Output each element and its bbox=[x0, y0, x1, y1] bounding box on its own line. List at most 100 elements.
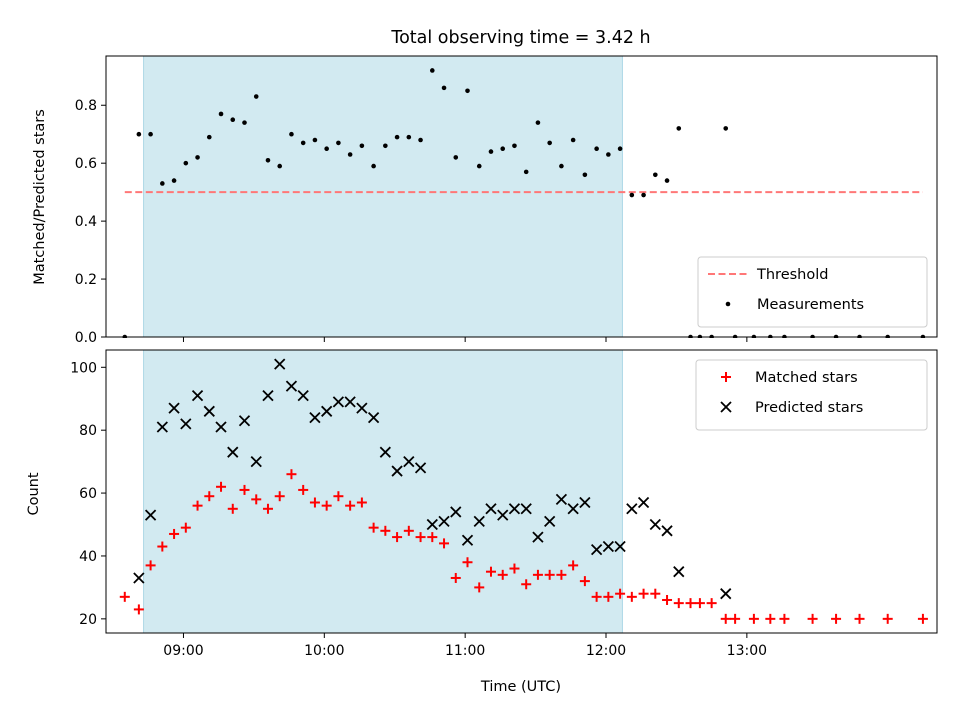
top-series-0-point-6 bbox=[195, 155, 200, 160]
bottom-series-0-point-8 bbox=[216, 481, 227, 492]
bottom-series-1-point-9 bbox=[238, 415, 251, 427]
bottom-series-0-point-11 bbox=[251, 494, 262, 505]
bottom-series-0-point-3 bbox=[157, 541, 168, 552]
bottom-series-0-point-5 bbox=[180, 522, 191, 533]
bottom-series-0-point-41 bbox=[603, 591, 614, 602]
bottom-panel-y-axis-label: Count bbox=[26, 472, 42, 515]
top-observing-window bbox=[143, 55, 623, 338]
bottom-series-1-point-20 bbox=[367, 411, 380, 424]
bottom-series-0-point-36 bbox=[544, 569, 555, 580]
bottom-series-1-point-29 bbox=[473, 515, 485, 528]
bottom-series-1-point-2 bbox=[156, 421, 168, 433]
bottom-series-0-point-25 bbox=[415, 532, 426, 543]
bottom-series-0-point-55 bbox=[779, 613, 790, 624]
bottom-legend-key-1 bbox=[720, 401, 732, 413]
xtick-label-4: 13:00 bbox=[727, 643, 767, 659]
bottom-series-1-point-7 bbox=[215, 421, 227, 433]
top-series-0-point-7 bbox=[206, 134, 212, 140]
bottom-series-1-point-14 bbox=[297, 389, 309, 402]
top-series-0-point-22 bbox=[383, 143, 388, 149]
bottom-series-0-point-7 bbox=[204, 491, 215, 502]
bottom-series-1-point-0 bbox=[133, 572, 145, 584]
bottom-series-1-point-32-b bbox=[508, 503, 521, 515]
bottom-series-0-point-58 bbox=[854, 613, 865, 624]
bottom-series-0-point-22 bbox=[380, 525, 391, 536]
bottom-series-0-point-37 bbox=[556, 569, 567, 580]
bottom-series-1-point-33-b bbox=[520, 503, 532, 515]
top-series-0-point-36 bbox=[547, 140, 552, 146]
bottom-series-1-point-31-b bbox=[497, 509, 509, 521]
bottom-series-0-point-46 bbox=[662, 594, 673, 605]
top-series-0-point-9 bbox=[230, 117, 236, 123]
bottom-series-0-point-6 bbox=[192, 500, 203, 511]
top-series-0-point-18 bbox=[336, 140, 341, 146]
bottom-series-1-point-3 bbox=[168, 402, 180, 414]
bottom-series-1-point-4 bbox=[180, 418, 192, 430]
bottom-series-0-point-4 bbox=[169, 528, 180, 539]
bottom-series-1-point-29-b bbox=[473, 515, 485, 528]
top-series-0-point-28 bbox=[453, 155, 459, 160]
bottom-series-1-point-34-b bbox=[532, 531, 544, 543]
bottom-series-0-point-45 bbox=[650, 588, 661, 599]
bottom-observing-window bbox=[143, 349, 623, 634]
bottom-series-0-point-2 bbox=[145, 560, 156, 571]
bottom-series-0-point-19 bbox=[345, 500, 356, 511]
bottom-series-1-point-40 bbox=[602, 540, 614, 553]
bottom-series-0-point-18 bbox=[333, 491, 344, 502]
bottom-series-1-point-19 bbox=[356, 402, 368, 414]
bottom-ytick-label-1: 40 bbox=[79, 549, 97, 565]
top-panel: 0.0 0.2 0.4 0.6 0.8 Threshold Measurements bbox=[75, 55, 938, 346]
top-series-0-point-24 bbox=[406, 134, 412, 140]
bottom-series-1-point-41 bbox=[614, 540, 626, 553]
bottom-series-0-point-27 bbox=[439, 538, 450, 549]
bottom-series-0-point-31 bbox=[485, 566, 496, 577]
bottom-series-0-point-40 bbox=[591, 591, 602, 602]
bottom-series-1-point-22 bbox=[391, 465, 403, 477]
bottom-series-0-point-50 bbox=[706, 598, 717, 609]
bottom-legend-key-1-b bbox=[720, 401, 732, 413]
bottom-series-1-point-6 bbox=[203, 405, 215, 417]
bottom-series-0-point-20 bbox=[356, 497, 367, 508]
top-series-0-point-17 bbox=[324, 146, 329, 152]
bottom-series-1-point-2-b bbox=[156, 421, 168, 433]
bottom-series-1-point-17-b bbox=[332, 396, 345, 408]
top-series-0-point-20 bbox=[359, 143, 365, 149]
top-series-0-point-23 bbox=[394, 134, 400, 140]
top-series-0-point-47 bbox=[676, 126, 682, 131]
top-series-0-point-26 bbox=[429, 68, 435, 73]
bottom-series-1-point-45-b bbox=[661, 525, 673, 537]
top-axes-frame bbox=[105, 55, 938, 338]
top-legend: Threshold Measurements bbox=[697, 256, 928, 328]
bottom-series-0-point-44 bbox=[638, 588, 649, 599]
bottom-series-1-point-13-b bbox=[285, 380, 298, 392]
bottom-series-1-point-15 bbox=[309, 411, 321, 424]
bottom-series-0-point-24 bbox=[403, 525, 414, 536]
top-series-0-point-27 bbox=[441, 85, 447, 91]
bottom-series-1-point-26-b bbox=[438, 515, 450, 528]
bottom-legend-label-1: Predicted stars bbox=[755, 400, 863, 416]
bottom-series-1-point-39 bbox=[590, 544, 603, 556]
bottom-series-1-point-32 bbox=[508, 503, 521, 515]
bottom-series-1-point-4-b bbox=[180, 418, 192, 430]
bottom-series-0-point-1 bbox=[133, 604, 144, 615]
bottom-series-1-point-20-b bbox=[367, 411, 380, 424]
bottom-series-0-point-34 bbox=[521, 579, 532, 590]
top-legend-label-1: Measurements bbox=[757, 297, 864, 313]
bottom-series-0-point-51 bbox=[720, 613, 731, 624]
bottom-series-0-point-48 bbox=[685, 598, 696, 609]
top-series-0-point-4 bbox=[171, 178, 177, 183]
bottom-series-1-point-44-b bbox=[649, 518, 661, 531]
bottom-series-1-point-26 bbox=[438, 515, 450, 528]
top-series-0-point-5 bbox=[183, 160, 189, 166]
bottom-series-1-point-8-b bbox=[227, 446, 239, 458]
bottom-legend-box bbox=[695, 359, 928, 431]
bottom-series-1-point-15-b bbox=[309, 411, 321, 424]
bottom-series-0-point-14 bbox=[286, 469, 297, 480]
bottom-series-1-point-8 bbox=[227, 446, 239, 458]
bottom-series-1-point-28-b bbox=[461, 534, 474, 546]
top-ytick-label-0: 0.0 bbox=[75, 330, 97, 346]
top-series-0-point-13 bbox=[277, 163, 283, 169]
bottom-series-1-point-6-b bbox=[203, 405, 215, 417]
top-series-0-point-19 bbox=[347, 152, 353, 157]
